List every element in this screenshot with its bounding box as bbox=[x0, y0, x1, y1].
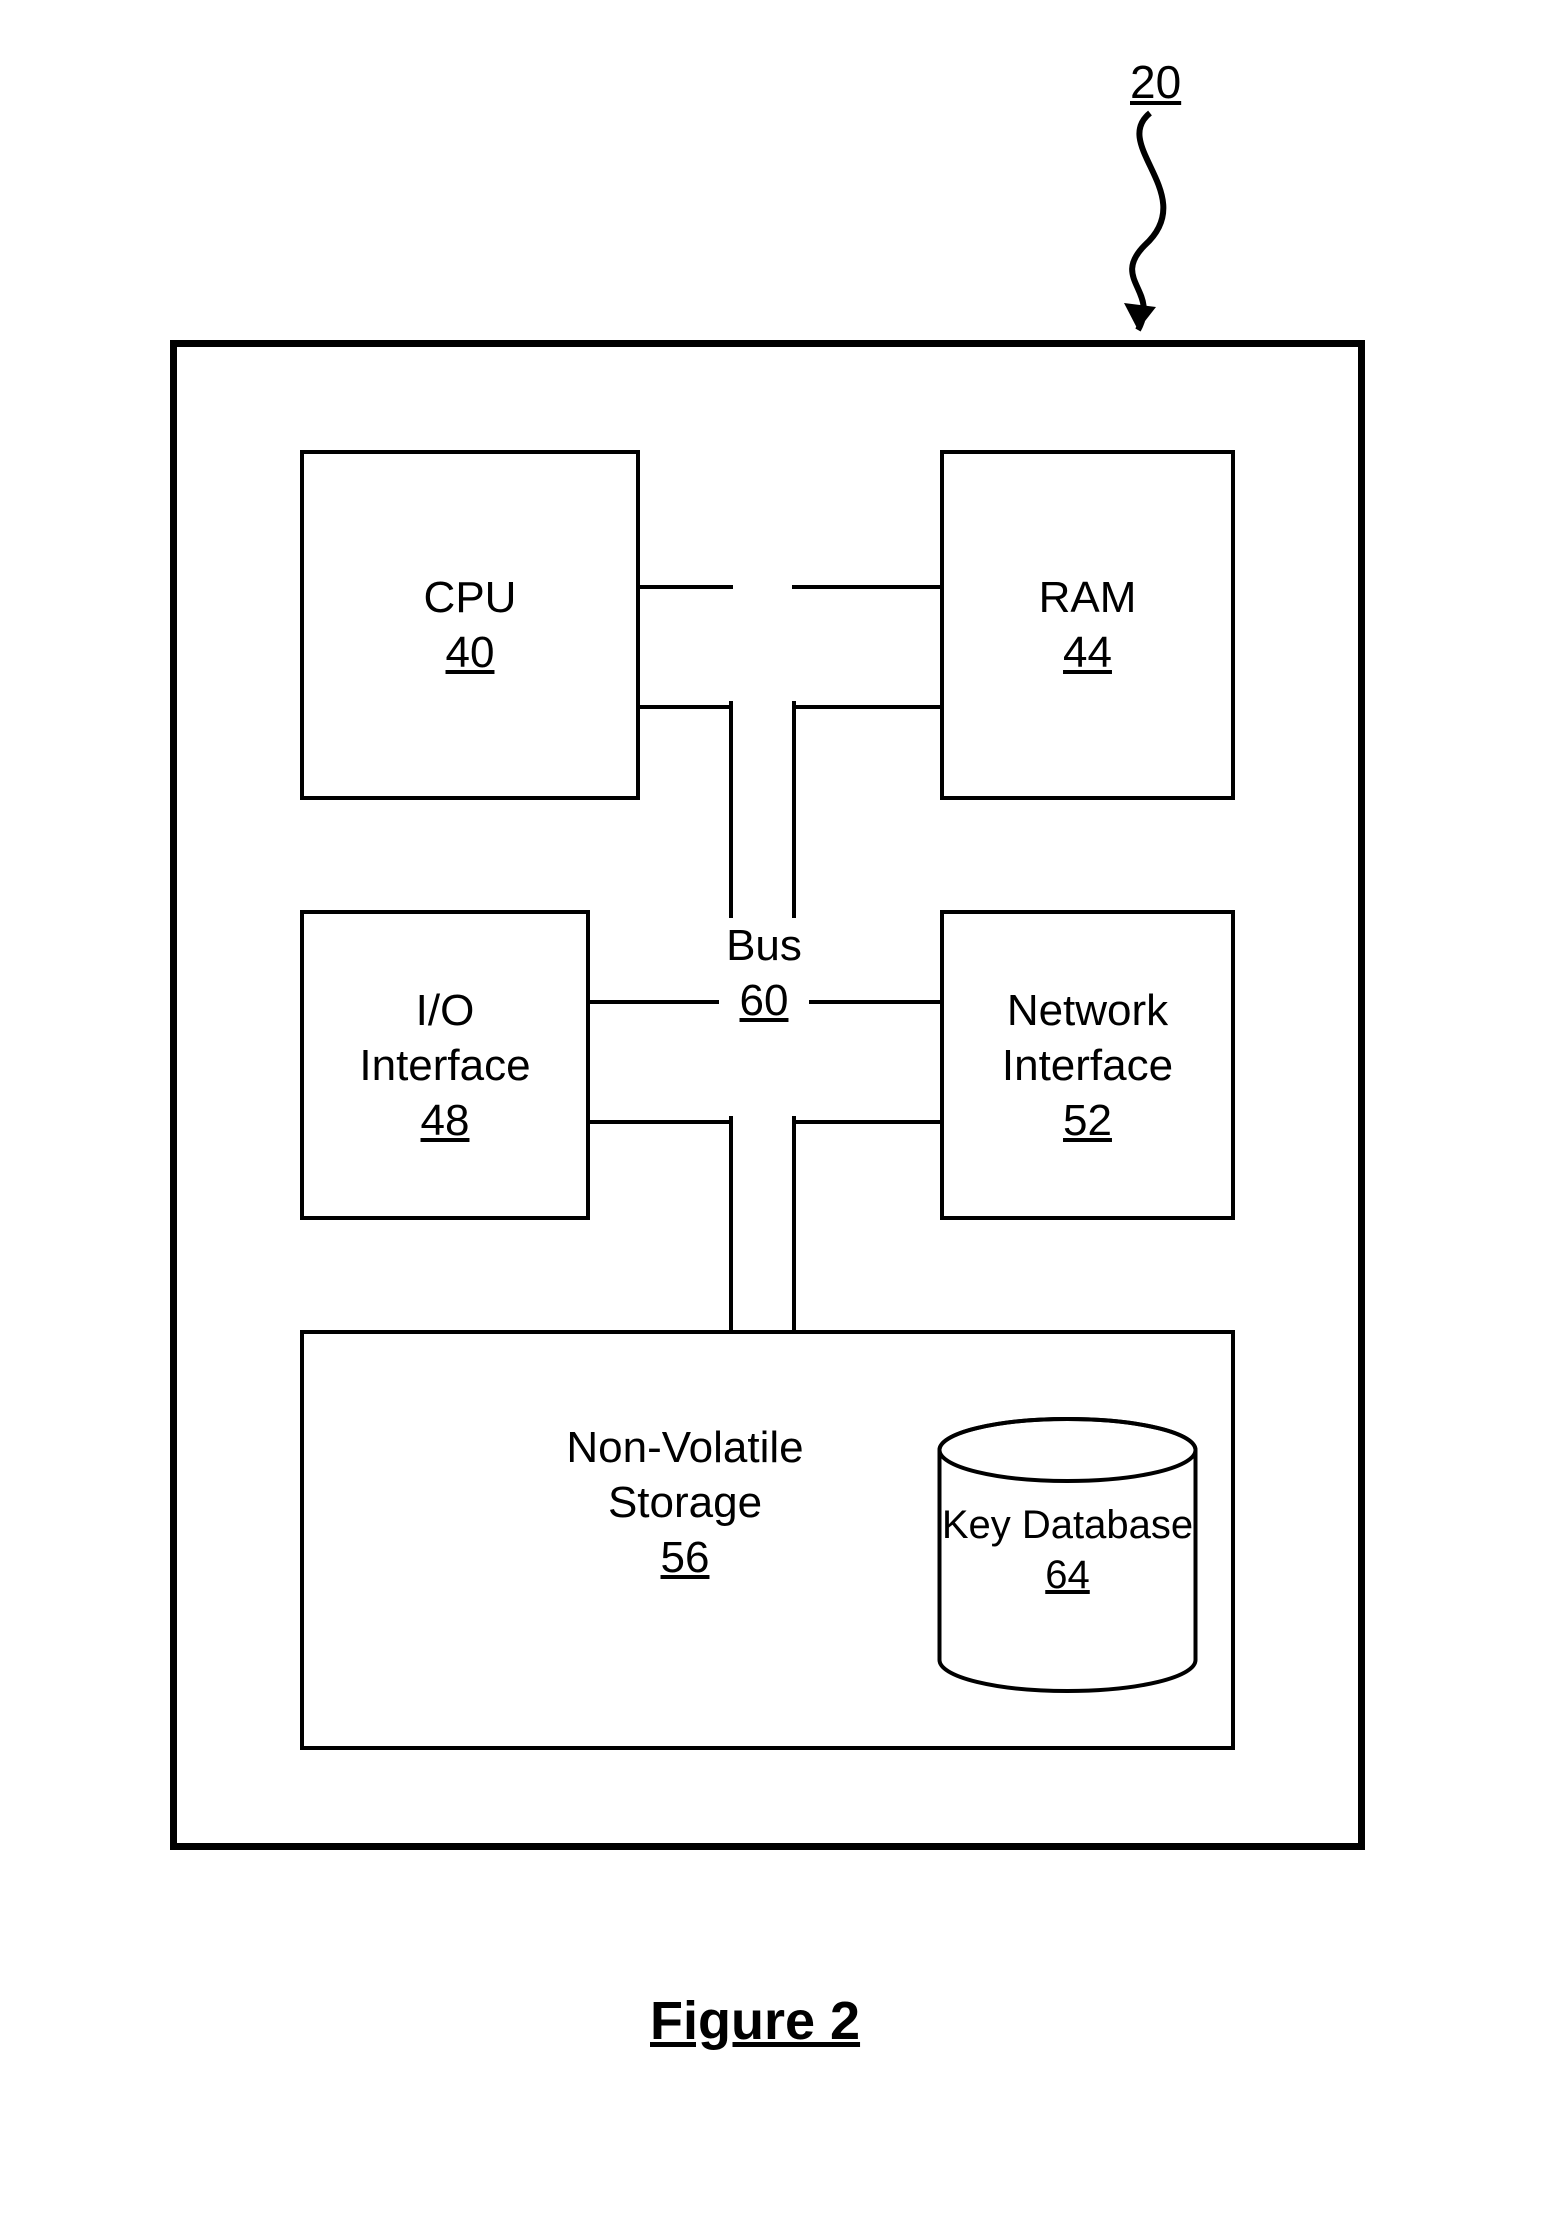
io-ref: 48 bbox=[421, 1093, 470, 1148]
db-label: Key Database bbox=[935, 1500, 1200, 1550]
figure-caption: Figure 2 bbox=[650, 1990, 860, 2052]
bus-label-text: Bus bbox=[719, 918, 809, 973]
cpu-label: CPU bbox=[424, 570, 517, 625]
ref-arrow bbox=[1050, 105, 1250, 365]
bus-label: Bus 60 bbox=[719, 918, 809, 1028]
net-bus-conn-bot bbox=[792, 1120, 944, 1124]
ram-label: RAM bbox=[1039, 570, 1137, 625]
bus-gap-cpu bbox=[729, 589, 733, 701]
db-cylinder: Key Database 64 bbox=[935, 1415, 1200, 1695]
storage-ref: 56 bbox=[535, 1530, 835, 1585]
io-bus-conn-top bbox=[590, 1000, 733, 1004]
net-ref: 52 bbox=[1063, 1093, 1112, 1148]
net-box: Network Interface 52 bbox=[940, 910, 1235, 1220]
ram-ref: 44 bbox=[1063, 625, 1112, 680]
storage-label: Non-Volatile Storage bbox=[535, 1420, 835, 1530]
ram-box: RAM 44 bbox=[940, 450, 1235, 800]
bus-gap-ram bbox=[792, 589, 796, 701]
db-ref: 64 bbox=[935, 1550, 1200, 1600]
storage-label-group: Non-Volatile Storage 56 bbox=[535, 1420, 835, 1585]
io-bus-conn-bot bbox=[590, 1120, 733, 1124]
ram-bus-conn-top bbox=[792, 585, 944, 589]
cpu-bus-conn-bot bbox=[640, 705, 733, 709]
io-label: I/O Interface bbox=[355, 983, 535, 1093]
cpu-ref: 40 bbox=[446, 625, 495, 680]
cpu-bus-conn-top bbox=[640, 585, 733, 589]
diagram-canvas: 20 Bus 60 CPU 40 RAM 44 I/O Interfac bbox=[0, 0, 1559, 2225]
io-box: I/O Interface 48 bbox=[300, 910, 590, 1220]
net-label: Network Interface bbox=[988, 983, 1188, 1093]
db-label-group: Key Database 64 bbox=[935, 1500, 1200, 1600]
net-bus-conn-top bbox=[792, 1000, 944, 1004]
figure-ref: 20 bbox=[1130, 55, 1181, 109]
bus-ref: 60 bbox=[719, 973, 809, 1028]
ram-bus-conn-bot bbox=[792, 705, 944, 709]
cpu-box: CPU 40 bbox=[300, 450, 640, 800]
